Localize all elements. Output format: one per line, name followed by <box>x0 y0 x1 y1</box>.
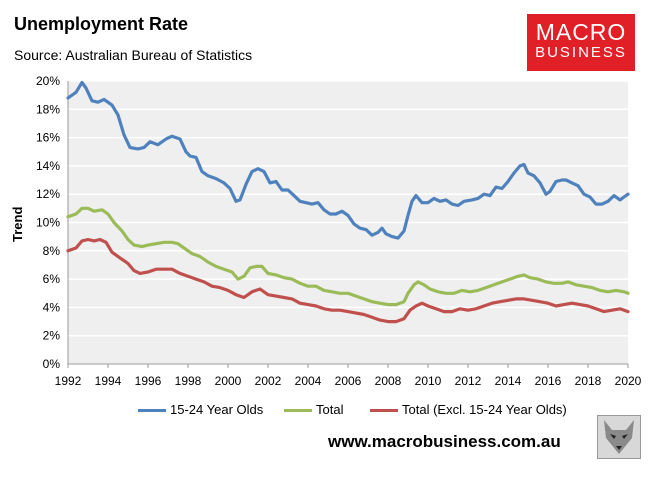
legend-label-15-24: 15-24 Year Olds <box>170 402 264 417</box>
y-tick-label: 0% <box>43 357 61 371</box>
chart-title: Unemployment Rate <box>14 14 189 34</box>
legend-swatch-15-24 <box>138 409 166 413</box>
legend-item-total-excl: Total (Excl. 15-24 Year Olds) <box>370 402 567 417</box>
legend-swatch-total <box>284 409 312 413</box>
x-tick-label: 2010 <box>415 374 442 388</box>
series-line-2 <box>66 237 630 324</box>
series-line-0 <box>66 80 630 240</box>
x-tick-label: 2008 <box>375 374 402 388</box>
logo-line-1: MACRO <box>535 19 627 45</box>
website-url: www.macrobusiness.com.au <box>328 432 561 451</box>
x-tick-label: 2000 <box>215 374 242 388</box>
x-tick-label: 2002 <box>255 374 282 388</box>
x-tick-label: 2012 <box>455 374 482 388</box>
legend-swatch-total-excl <box>370 409 398 413</box>
logo-line-2: BUSINESS <box>535 44 627 61</box>
chart-source: Source: Australian Bureau of Statistics <box>14 47 253 63</box>
x-tick-label: 1994 <box>95 374 122 388</box>
legend-item-total: Total <box>284 402 343 417</box>
y-tick-label: 18% <box>36 102 60 116</box>
x-tick-label: 2014 <box>495 374 522 388</box>
y-tick-label: 8% <box>43 244 61 258</box>
x-tick-label: 1992 <box>55 374 82 388</box>
y-tick-label: 6% <box>43 272 61 286</box>
y-tick-label: 14% <box>36 159 60 173</box>
x-tick-label: 2004 <box>295 374 322 388</box>
y-tick-label: 16% <box>36 131 60 145</box>
x-tick-label: 2018 <box>575 374 602 388</box>
y-tick-label: 20% <box>36 74 60 88</box>
y-tick-label: 4% <box>43 300 61 314</box>
y-tick-label: 10% <box>36 216 60 230</box>
x-tick-label: 2016 <box>535 374 562 388</box>
legend-label-total: Total <box>316 402 344 417</box>
wolf-icon <box>597 415 641 459</box>
x-tick-label: 2006 <box>335 374 362 388</box>
y-tick-label: 2% <box>43 329 61 343</box>
x-tick-label: 2020 <box>615 374 642 388</box>
macrobusiness-logo: MACRO BUSINESS <box>527 14 635 71</box>
legend-label-total-excl: Total (Excl. 15-24 Year Olds) <box>402 402 567 417</box>
legend-item-15-24: 15-24 Year Olds <box>138 402 263 417</box>
x-tick-label: 1996 <box>135 374 162 388</box>
y-tick-label: 12% <box>36 187 60 201</box>
series-line-1 <box>66 206 630 307</box>
x-tick-label: 1998 <box>175 374 202 388</box>
